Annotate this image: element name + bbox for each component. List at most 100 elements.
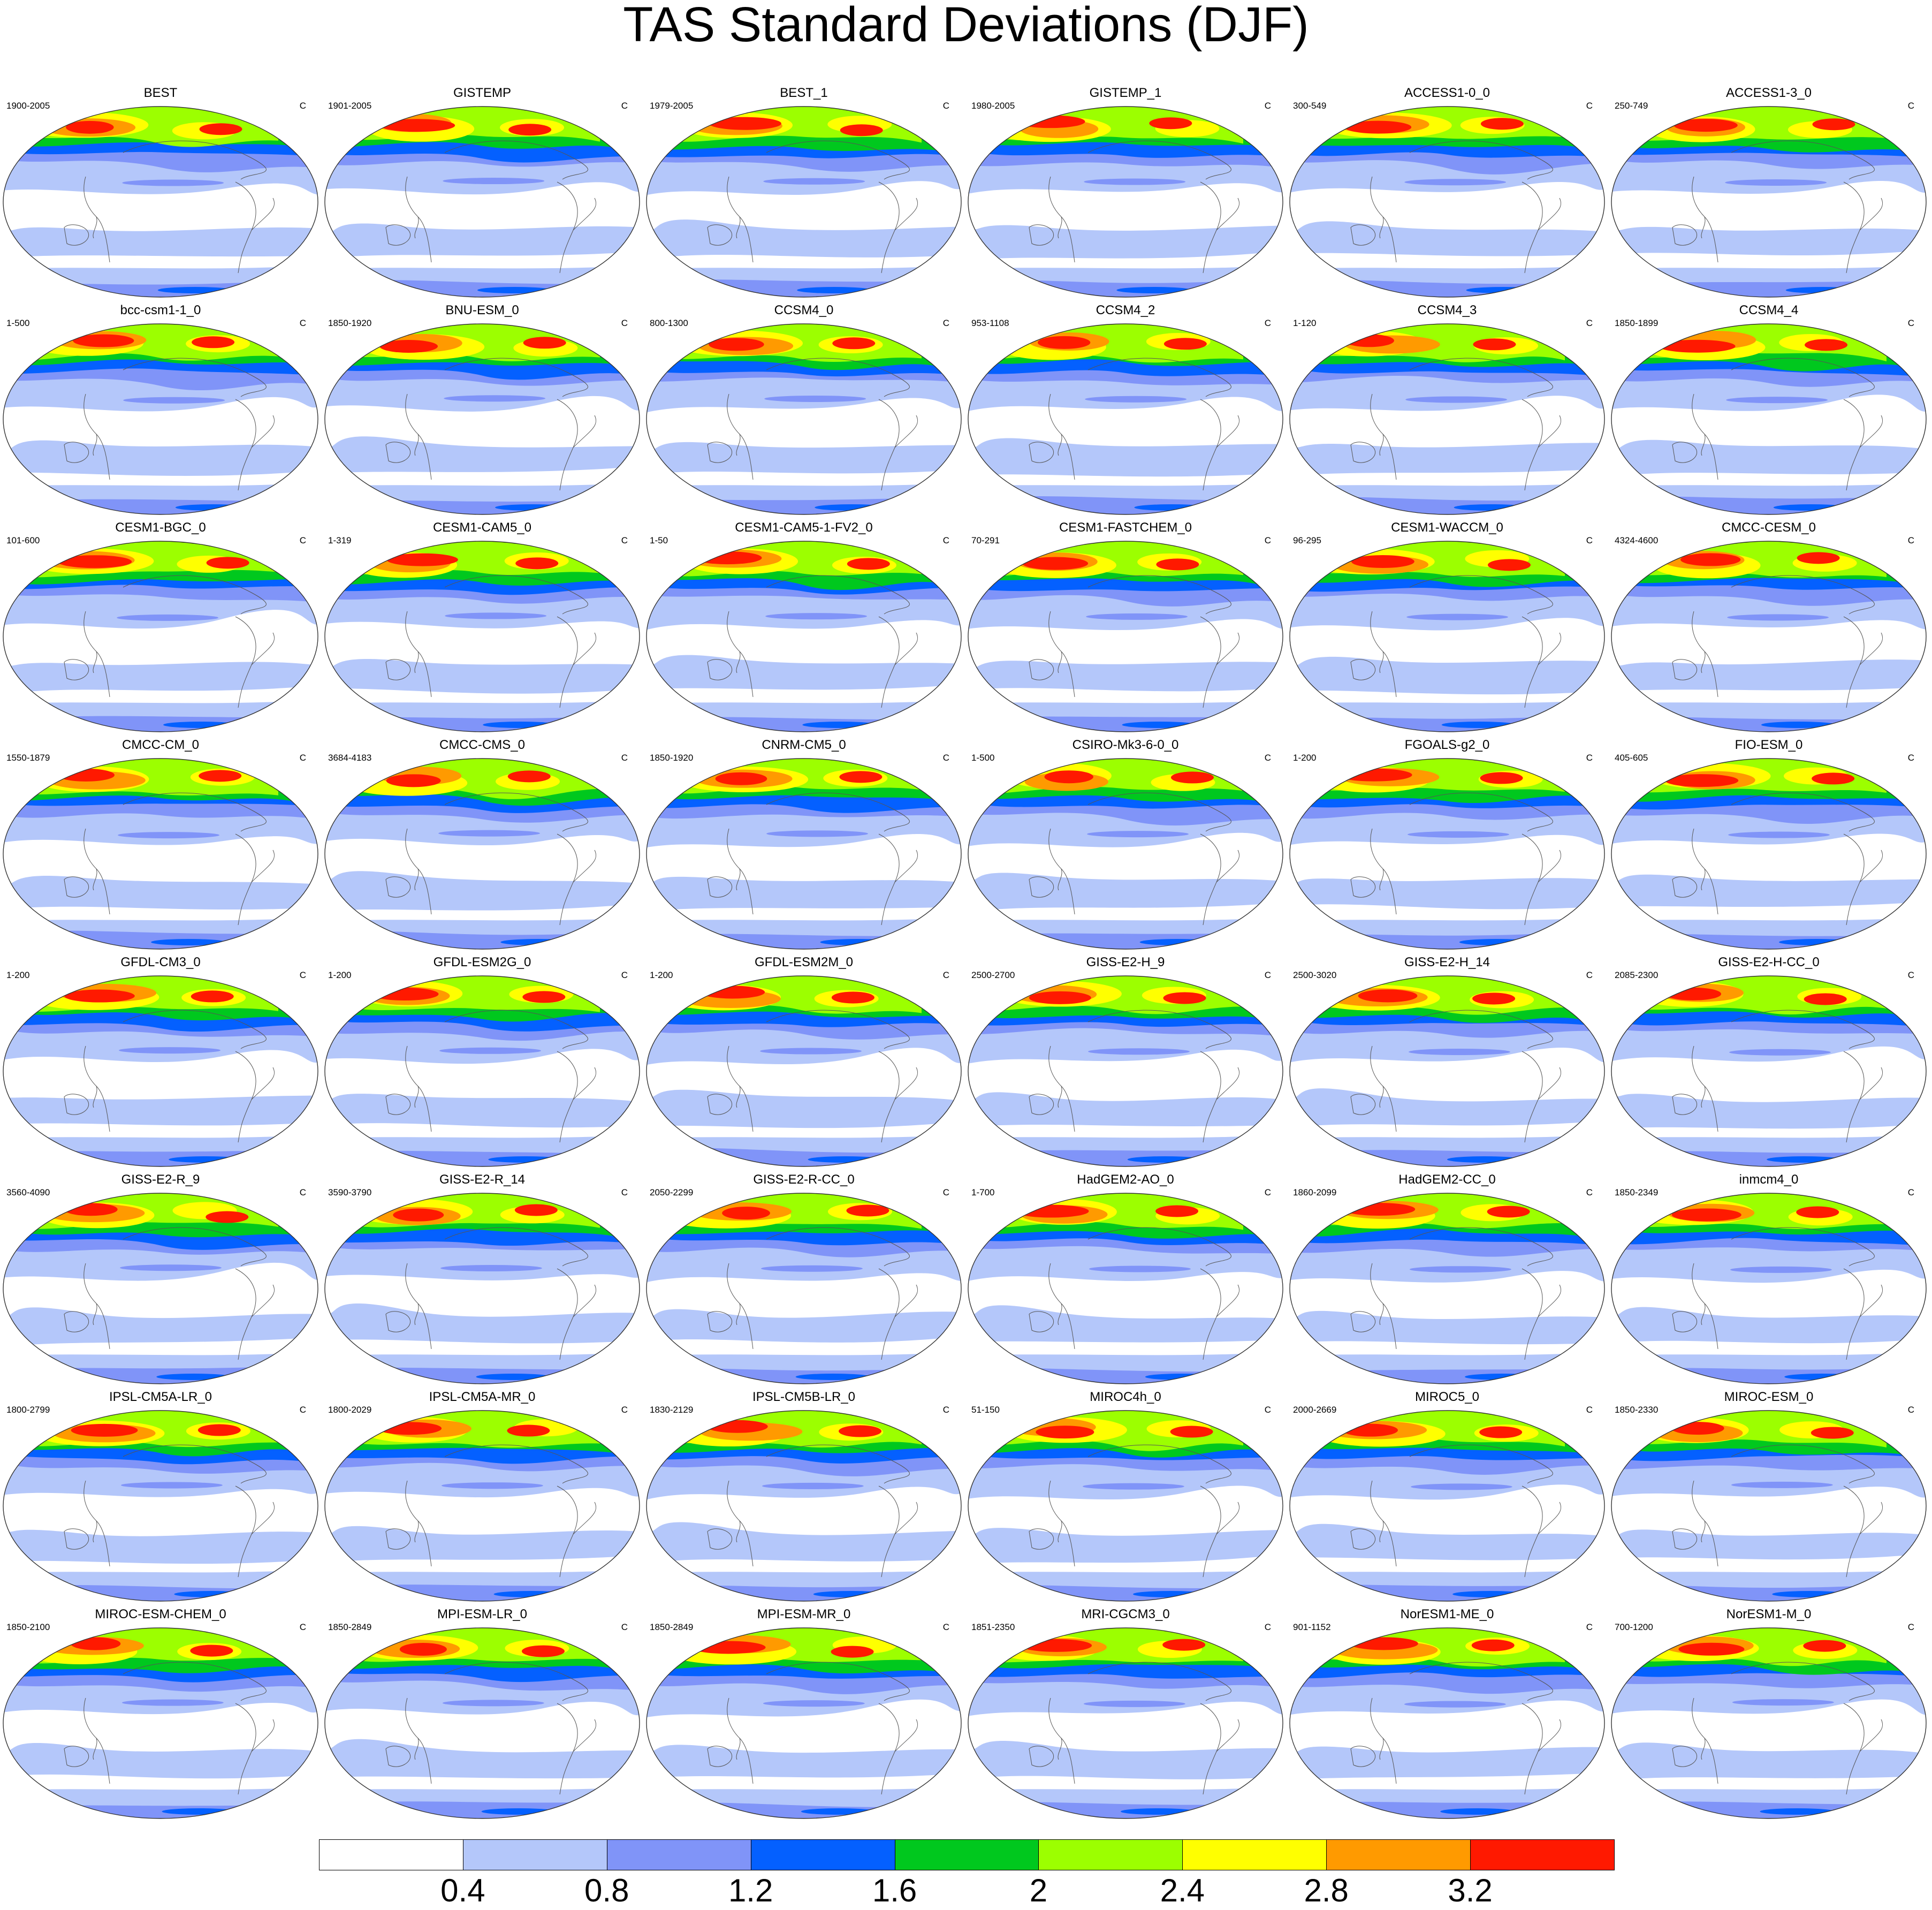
map-panel: CESM1-BGC_0 101-600 C	[0, 520, 321, 734]
colorbar-tick-label: 2.4	[1160, 1873, 1205, 1908]
panel-period: 700-1200	[1615, 1622, 1653, 1632]
panel-period: 1-200	[650, 970, 673, 980]
map-panel: BNU-ESM_0 1850-1920 C	[322, 303, 643, 517]
panel-title: GISS-E2-R_9	[121, 1172, 200, 1187]
panel-unit: C	[1907, 535, 1914, 545]
map-panel: MIROC-ESM-CHEM_0 1850-2100 C	[0, 1607, 321, 1821]
global-map	[324, 758, 640, 950]
global-map	[1289, 1410, 1605, 1602]
global-map	[968, 975, 1283, 1167]
panel-period: 2085-2300	[1615, 970, 1659, 980]
map-panel: GISS-E2-R_9 3560-4090 C	[0, 1172, 321, 1386]
global-map	[3, 1627, 318, 1819]
panel-period: 1850-1899	[1615, 318, 1659, 328]
colorbar-segment	[750, 1839, 895, 1870]
panel-unit: C	[1907, 101, 1914, 111]
panel-title: CSIRO-Mk3-6-0_0	[1072, 738, 1179, 752]
panel-unit: C	[1586, 753, 1593, 763]
map-panel: inmcm4_0 1850-2349 C	[1608, 1172, 1929, 1386]
global-map	[3, 541, 318, 732]
map-panel: HadGEM2-CC_0 1860-2099 C	[1287, 1172, 1608, 1386]
map-panel: CCSM4_3 1-120 C	[1287, 303, 1608, 517]
panel-period: 2050-2299	[650, 1187, 694, 1197]
global-map	[1611, 106, 1927, 298]
panel-period: 300-549	[1293, 101, 1327, 111]
panel-title: CMCC-CMS_0	[439, 738, 525, 752]
panel-unit: C	[942, 1405, 949, 1415]
map-panel: HadGEM2-AO_0 1-700 C	[965, 1172, 1286, 1386]
panel-unit: C	[1586, 1622, 1593, 1632]
panel-period: 1901-2005	[328, 101, 372, 111]
global-map	[1611, 1410, 1927, 1602]
panel-title: MPI-ESM-LR_0	[437, 1607, 528, 1621]
panel-period: 1851-2350	[971, 1622, 1015, 1632]
panel-period: 1-700	[971, 1187, 995, 1197]
global-map	[3, 106, 318, 298]
colorbar-segment	[1038, 1839, 1183, 1870]
map-panel: CCSM4_2 953-1108 C	[965, 303, 1286, 517]
panel-unit: C	[299, 1405, 306, 1415]
global-map	[968, 541, 1283, 732]
global-map	[1289, 975, 1605, 1167]
map-panel: IPSL-CM5A-LR_0 1800-2799 C	[0, 1390, 321, 1604]
panel-unit: C	[621, 1187, 628, 1197]
global-map	[3, 1193, 318, 1384]
map-panel: GISTEMP_1 1980-2005 C	[965, 86, 1286, 300]
panel-title: GISS-E2-H-CC_0	[1718, 955, 1820, 969]
panel-title: NorESM1-ME_0	[1400, 1607, 1494, 1621]
panel-title: inmcm4_0	[1739, 1172, 1799, 1187]
panel-period: 953-1108	[971, 318, 1009, 328]
map-panel: CESM1-CAM5-1-FV2_0 1-50 C	[643, 520, 964, 734]
map-panel: MRI-CGCM3_0 1851-2350 C	[965, 1607, 1286, 1821]
panel-period: 1830-2129	[650, 1405, 694, 1415]
map-panel: GISS-E2-R-CC_0 2050-2299 C	[643, 1172, 964, 1386]
panel-period: 800-1300	[650, 318, 688, 328]
panel-title: GISS-E2-H_14	[1404, 955, 1490, 969]
map-panel: MIROC4h_0 51-150 C	[965, 1390, 1286, 1604]
panel-title: CESM1-WACCM_0	[1391, 520, 1503, 535]
map-panel: GISTEMP 1901-2005 C	[322, 86, 643, 300]
panel-period: 1-319	[328, 535, 352, 545]
global-map	[968, 1627, 1283, 1819]
map-panel: IPSL-CM5B-LR_0 1830-2129 C	[643, 1390, 964, 1604]
panel-period: 1-500	[6, 318, 30, 328]
panel-unit: C	[1907, 753, 1914, 763]
panel-title: FGOALS-g2_0	[1404, 738, 1490, 752]
panel-unit: C	[621, 970, 628, 980]
panel-period: 1-200	[328, 970, 352, 980]
map-panel: MIROC5_0 2000-2669 C	[1287, 1390, 1608, 1604]
global-map	[1289, 541, 1605, 732]
panel-title: GISTEMP	[453, 86, 511, 100]
colorbar-segment	[1182, 1839, 1327, 1870]
map-panel: CESM1-CAM5_0 1-319 C	[322, 520, 643, 734]
panel-title: GFDL-ESM2M_0	[754, 955, 854, 969]
map-panel: CCSM4_4 1850-1899 C	[1608, 303, 1929, 517]
panel-unit: C	[942, 753, 949, 763]
global-map	[324, 1627, 640, 1819]
colorbar-tick-label: 0.8	[584, 1873, 629, 1908]
map-panel: BEST 1900-2005 C	[0, 86, 321, 300]
panel-title: FIO-ESM_0	[1735, 738, 1803, 752]
panel-period: 101-600	[6, 535, 40, 545]
global-map	[968, 758, 1283, 950]
panel-period: 1860-2099	[1293, 1187, 1337, 1197]
map-panel: FIO-ESM_0 405-605 C	[1608, 738, 1929, 952]
map-panel: NorESM1-M_0 700-1200 C	[1608, 1607, 1929, 1821]
panel-title: HadGEM2-CC_0	[1398, 1172, 1496, 1187]
map-panel: GISS-E2-H_9 2500-2700 C	[965, 955, 1286, 1169]
panel-period: 1-200	[6, 970, 30, 980]
global-map	[324, 541, 640, 732]
colorbar-legend: 0.4 0.8 1.2 1.6 2 2.4 2.8 3.2	[319, 1839, 1615, 1908]
panel-title: IPSL-CM5B-LR_0	[752, 1390, 856, 1404]
global-map	[968, 323, 1283, 515]
panel-unit: C	[942, 318, 949, 328]
colorbar-segment	[1470, 1839, 1615, 1870]
global-map	[3, 975, 318, 1167]
global-map	[646, 1410, 962, 1602]
panel-title: CCSM4_0	[774, 303, 834, 317]
map-panel: FGOALS-g2_0 1-200 C	[1287, 738, 1608, 952]
panel-period: 1-50	[650, 535, 668, 545]
panel-unit: C	[299, 101, 306, 111]
global-map	[324, 106, 640, 298]
panel-unit: C	[1907, 318, 1914, 328]
